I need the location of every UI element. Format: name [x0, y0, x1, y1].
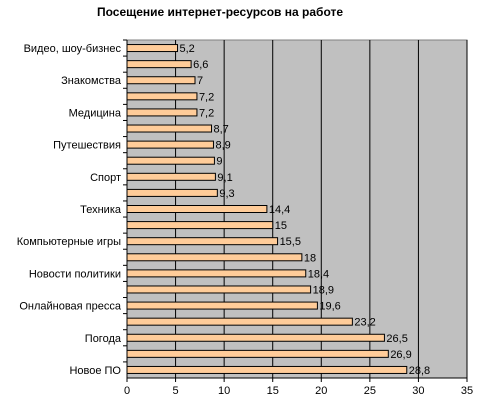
- data-label: 7,2: [199, 107, 214, 119]
- data-label: 19,6: [319, 301, 340, 313]
- data-label: 8,7: [214, 124, 229, 136]
- bar: [126, 108, 198, 117]
- bar: [126, 205, 268, 213]
- bar: [126, 44, 179, 53]
- bar: [126, 333, 385, 342]
- data-label: 7: [197, 75, 203, 87]
- x-tick-label: 15: [267, 385, 279, 397]
- bar: [126, 221, 274, 230]
- data-label: 6,6: [193, 59, 208, 71]
- bar: [126, 124, 213, 133]
- bar: [126, 188, 218, 197]
- category-label: Новости политики: [29, 268, 121, 280]
- bar: [126, 301, 318, 310]
- category-label: Онлайновая пресса: [19, 301, 122, 313]
- data-label: 9,3: [219, 188, 234, 200]
- bar: [126, 285, 312, 294]
- x-tick-label: 35: [461, 385, 473, 397]
- bar: [126, 172, 216, 181]
- category-label: Спорт: [90, 172, 121, 184]
- data-label: 15,5: [280, 236, 301, 248]
- data-label: 5,2: [180, 43, 195, 55]
- bar: [126, 76, 196, 85]
- bar: [126, 237, 279, 246]
- bar: [126, 269, 307, 278]
- data-label: 9,1: [217, 172, 232, 184]
- bar: [126, 365, 408, 374]
- category-label: Погода: [85, 333, 122, 345]
- category-label: Видео, шоу-бизнес: [24, 43, 122, 55]
- chart-title: Посещение интернет-ресурсов на работе: [96, 5, 344, 19]
- bar: [126, 156, 215, 165]
- data-label: 9: [216, 156, 222, 168]
- category-label: Новое ПО: [69, 365, 121, 377]
- bar: [126, 140, 214, 149]
- data-label: 7,2: [199, 91, 214, 103]
- category-label: Медицина: [69, 107, 122, 119]
- bar: [126, 92, 198, 101]
- bar: [126, 317, 353, 326]
- category-label: Техника: [80, 204, 122, 216]
- bar: [126, 253, 303, 262]
- category-label: Компьютерные игры: [17, 236, 121, 248]
- x-tick-label: 25: [364, 385, 376, 397]
- data-label: 14,4: [269, 204, 290, 216]
- category-label: Путешествия: [53, 140, 121, 152]
- x-tick-label: 30: [412, 385, 424, 397]
- data-label: 26,9: [390, 349, 411, 361]
- data-label: 18,9: [313, 284, 334, 296]
- x-tick-label: 0: [124, 385, 130, 397]
- x-tick-label: 10: [218, 385, 230, 397]
- bar: [126, 349, 389, 358]
- data-label: 18,4: [308, 268, 329, 280]
- bar: [126, 60, 192, 69]
- data-label: 18: [304, 252, 316, 264]
- category-label: Знакомства: [61, 75, 122, 87]
- data-label: 23,2: [354, 317, 375, 329]
- x-tick-label: 20: [315, 385, 327, 397]
- data-label: 8,9: [215, 140, 230, 152]
- data-label: 28,8: [409, 365, 430, 377]
- x-tick-label: 5: [173, 385, 179, 397]
- data-label: 15: [275, 220, 287, 232]
- data-label: 26,5: [386, 333, 407, 345]
